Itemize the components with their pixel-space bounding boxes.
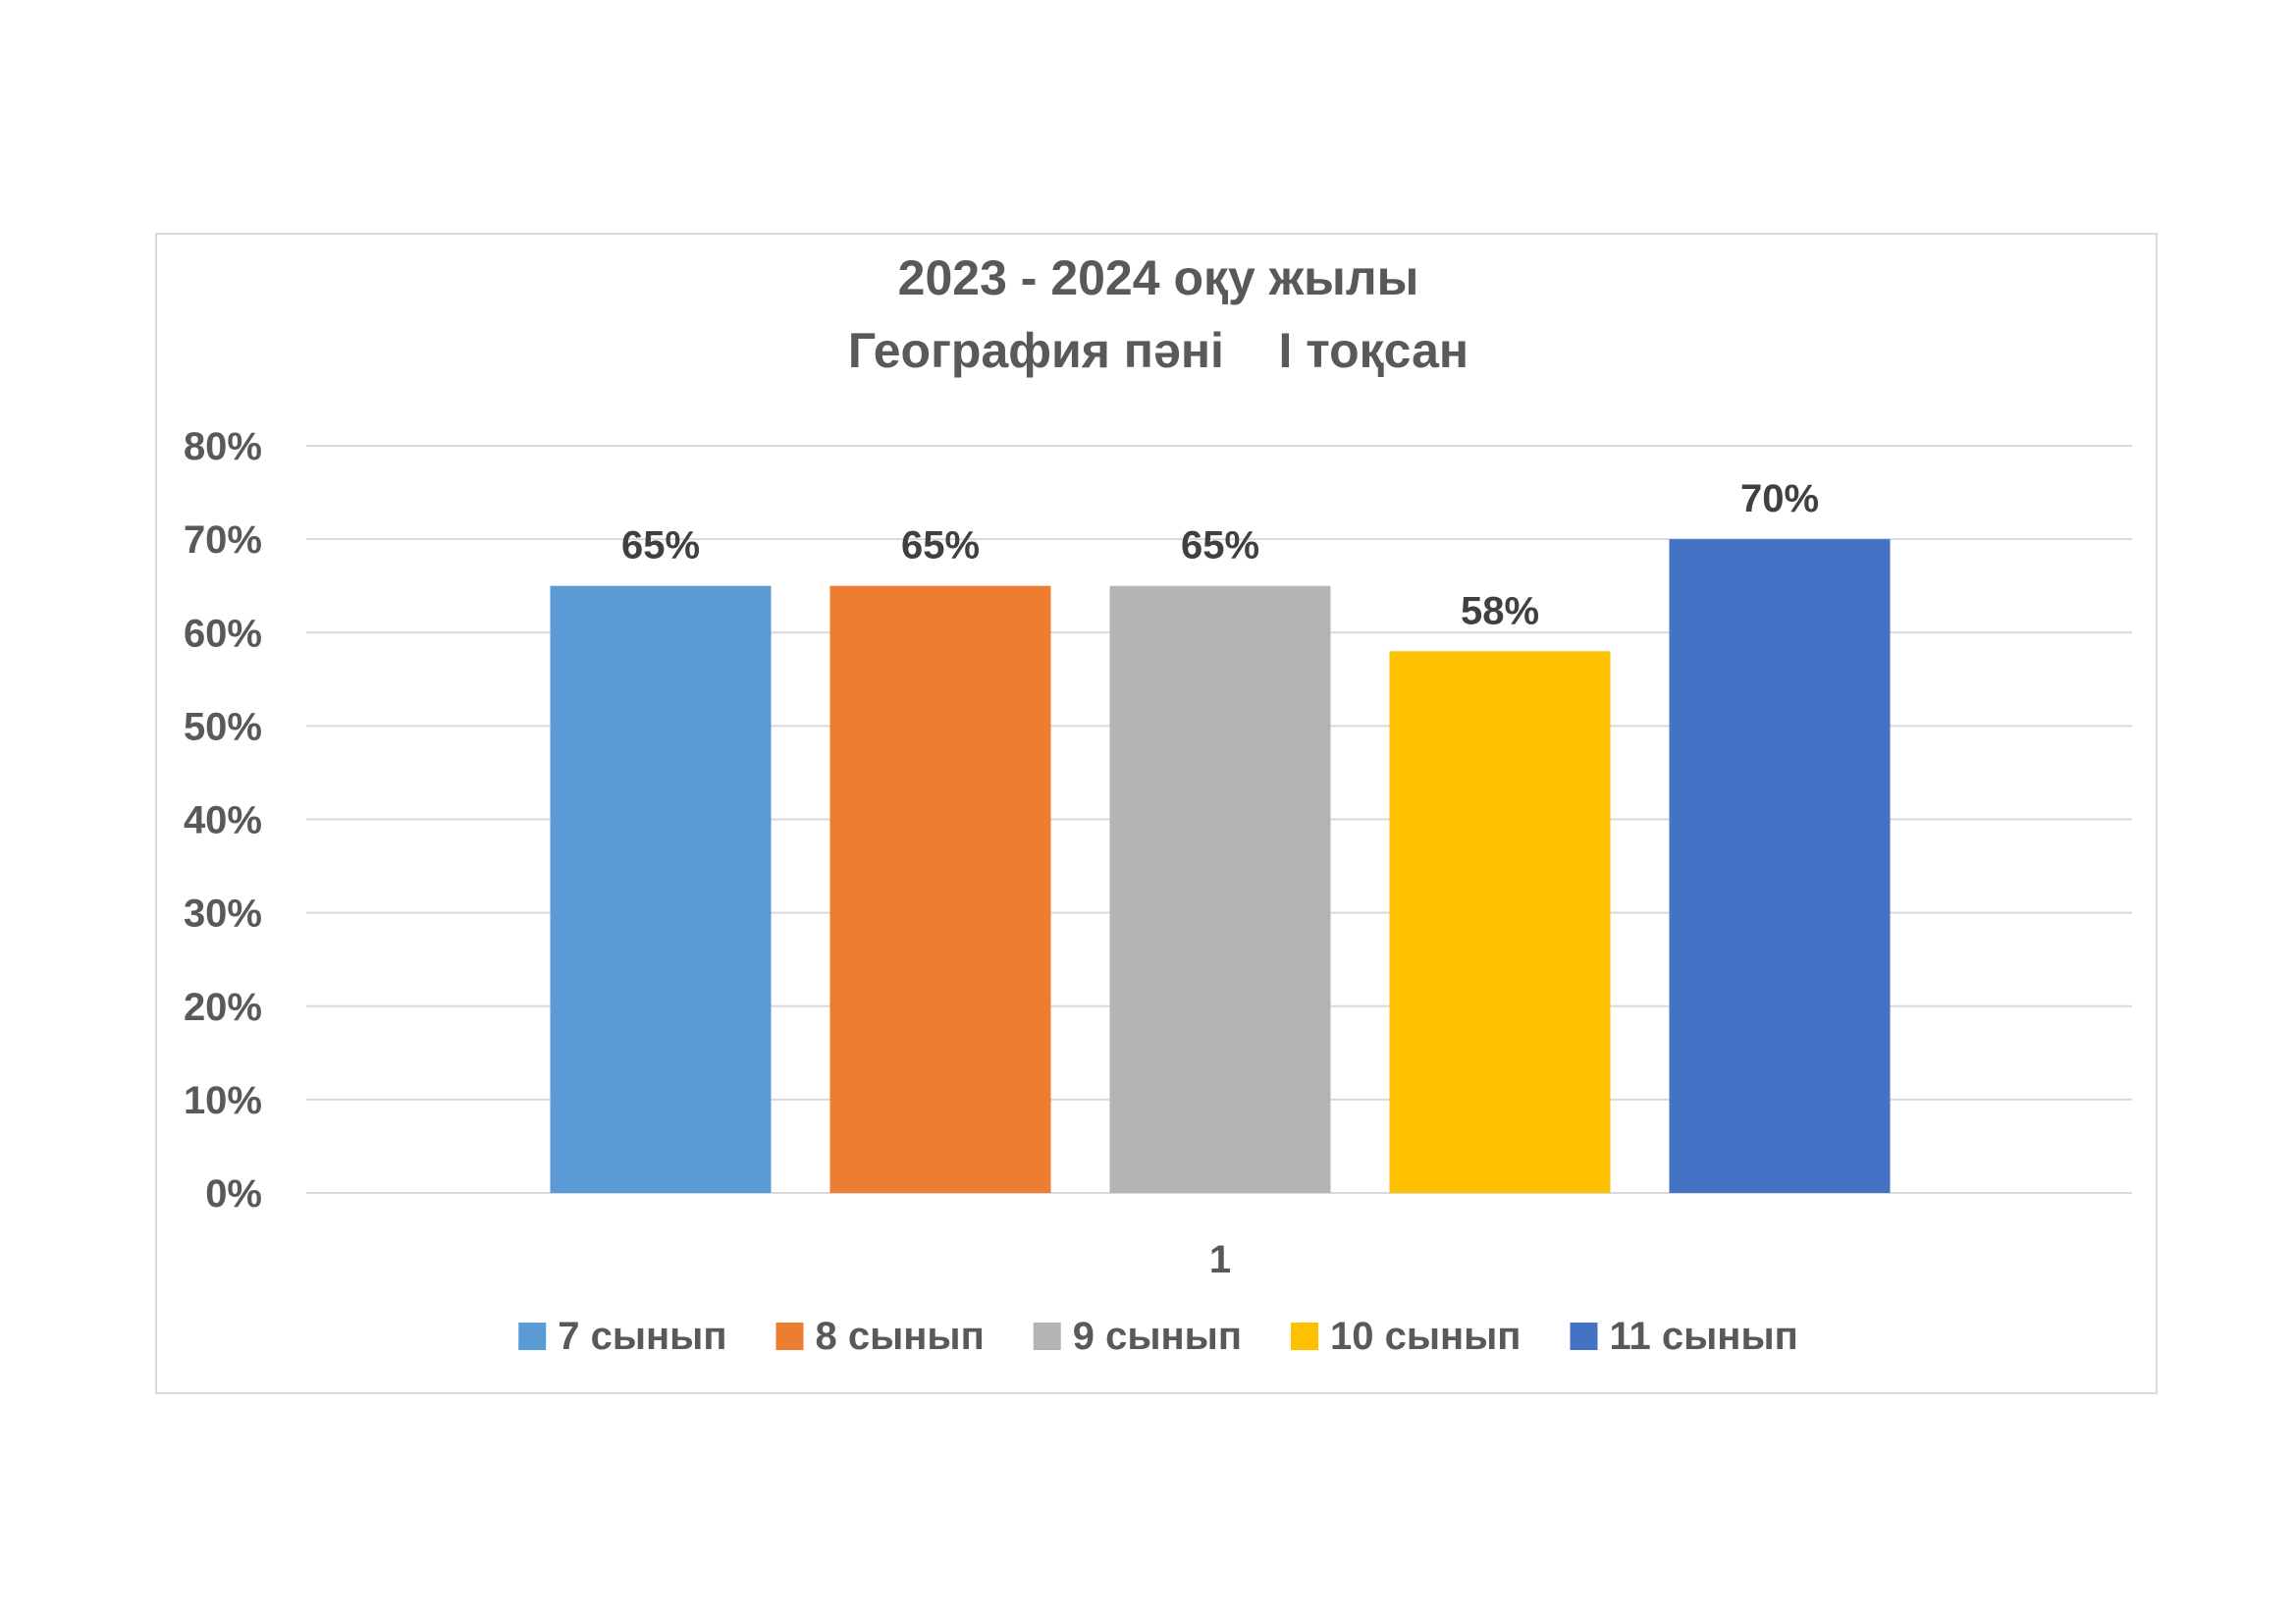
legend-item: 7 сынып (518, 1315, 726, 1358)
bar-chart: 2023 - 2024 оқу жылы География пәні І то… (184, 250, 2132, 1358)
legend-item: 8 сынып (775, 1315, 985, 1358)
bars (550, 539, 1891, 1193)
y-tick-label: 10% (184, 1079, 262, 1122)
data-label: 58% (1461, 589, 1539, 632)
legend-swatch (1033, 1323, 1061, 1350)
chart-title: 2023 - 2024 оқу жылы География пәні І то… (848, 250, 1468, 378)
legend-item: 10 сынып (1290, 1315, 1522, 1358)
legend-item: 11 сынып (1570, 1315, 1798, 1358)
legend-label: 10 сынып (1330, 1315, 1522, 1358)
y-tick-label: 80% (184, 425, 262, 468)
chart-container: 2023 - 2024 оқу жылы География пәні І то… (155, 233, 2158, 1394)
bar (1669, 539, 1891, 1193)
data-label: 65% (1181, 524, 1259, 568)
bar (829, 585, 1051, 1193)
y-tick-label: 0% (205, 1172, 262, 1216)
data-label: 70% (1740, 477, 1819, 520)
data-label: 65% (621, 524, 700, 568)
y-tick-label: 70% (184, 518, 262, 562)
legend-label: 9 сынып (1073, 1315, 1242, 1358)
y-tick-label: 50% (184, 705, 262, 748)
legend-swatch (1570, 1323, 1598, 1350)
x-tick-label: 1 (1209, 1238, 1231, 1281)
x-axis-tick-labels: 1 (1209, 1238, 1231, 1281)
y-tick-label: 60% (184, 612, 262, 655)
bar (1109, 585, 1331, 1193)
legend-label: 11 сынып (1609, 1315, 1797, 1358)
legend-label: 8 сынып (815, 1315, 984, 1358)
chart-title-line-1: 2023 - 2024 оқу жылы (898, 250, 1419, 305)
bar (550, 585, 772, 1193)
chart-title-line-2: География пәні І тоқсан (848, 323, 1468, 378)
legend-swatch (775, 1323, 804, 1350)
legend-label: 7 сынып (558, 1315, 726, 1358)
data-labels: 65% 65% 65% 58% 70% (621, 477, 1819, 632)
bar (1389, 651, 1611, 1193)
legend-swatch (518, 1323, 547, 1350)
legend-swatch (1290, 1323, 1318, 1350)
legend: 7 сынып 8 сынып 9 сынып 10 сынып 11 сынып (518, 1315, 1798, 1358)
y-tick-label: 30% (184, 893, 262, 936)
y-tick-label: 40% (184, 799, 262, 842)
y-tick-label: 20% (184, 986, 262, 1029)
data-label: 65% (901, 524, 980, 568)
legend-item: 9 сынып (1033, 1315, 1242, 1358)
y-axis-tick-labels: 0% 10% 20% 30% 40% 50% 60% 70% 80% (184, 425, 262, 1216)
